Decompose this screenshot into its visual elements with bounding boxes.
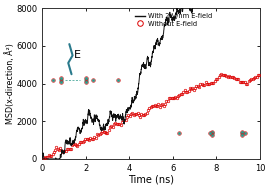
With 2 V/nm E-field [141,63,144,65]
With 2 V/nm E-field [147,57,150,59]
Without E-field [258,74,261,76]
Without E-field [152,105,155,107]
Without E-field [69,148,72,150]
With 2 V/nm E-field [52,158,55,160]
With 2 V/nm E-field [42,158,45,160]
Without E-field [70,144,74,146]
X-axis label: Time (ns): Time (ns) [128,174,174,184]
Line: With 2 V/nm E-field: With 2 V/nm E-field [42,0,260,159]
Legend: With 2 V/nm E-field, Without E-field: With 2 V/nm E-field, Without E-field [133,10,215,29]
Text: E: E [74,50,81,60]
Without E-field [40,158,44,160]
Without E-field [149,105,152,108]
Y-axis label: MSD(x-direction, Å²): MSD(x-direction, Å²) [5,43,15,124]
Without E-field [220,72,223,75]
With 2 V/nm E-field [40,157,44,160]
Without E-field [183,89,186,92]
Without E-field [118,123,121,125]
Line: Without E-field: Without E-field [41,72,260,160]
